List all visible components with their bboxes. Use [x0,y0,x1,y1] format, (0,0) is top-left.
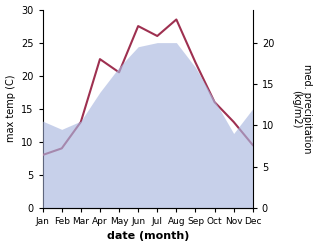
Y-axis label: max temp (C): max temp (C) [5,75,16,143]
X-axis label: date (month): date (month) [107,231,189,242]
Y-axis label: med. precipitation
(kg/m2): med. precipitation (kg/m2) [291,64,313,153]
